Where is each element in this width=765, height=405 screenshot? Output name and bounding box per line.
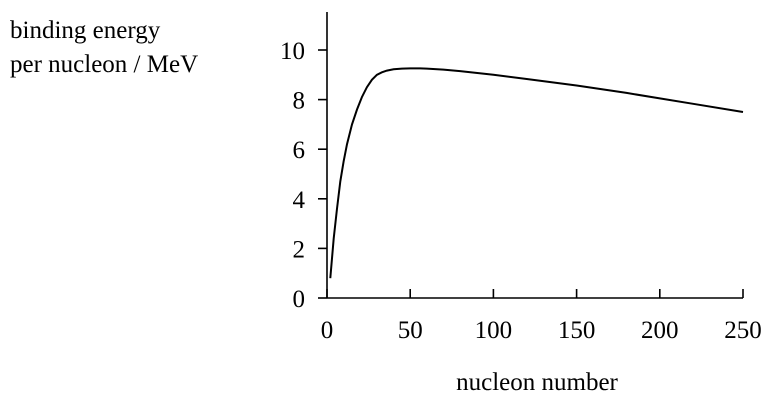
y-axis-label-line-2: per nucleon / MeV: [10, 51, 198, 78]
x-tick-label: 250: [724, 317, 762, 344]
x-tick-label: 100: [475, 317, 513, 344]
x-tick-label: 150: [558, 317, 596, 344]
y-tick-label: 4: [293, 187, 306, 214]
x-tick-label: 200: [641, 317, 679, 344]
y-tick-label: 2: [293, 236, 306, 263]
x-axis-label: nucleon number: [456, 369, 618, 396]
x-tick-label: 0: [321, 317, 334, 344]
y-tick-label: 6: [293, 137, 306, 164]
y-tick-label: 8: [293, 88, 306, 115]
y-tick-label: 10: [280, 38, 305, 65]
y-axis-label-line-1: binding energy: [10, 17, 161, 44]
tick-group: 0 50 100 150 200 250 0 2 4 6 8 10: [280, 38, 762, 344]
series-line: [329, 67, 744, 279]
y-tick-label: 0: [293, 286, 306, 313]
x-tick-label: 50: [398, 317, 423, 344]
